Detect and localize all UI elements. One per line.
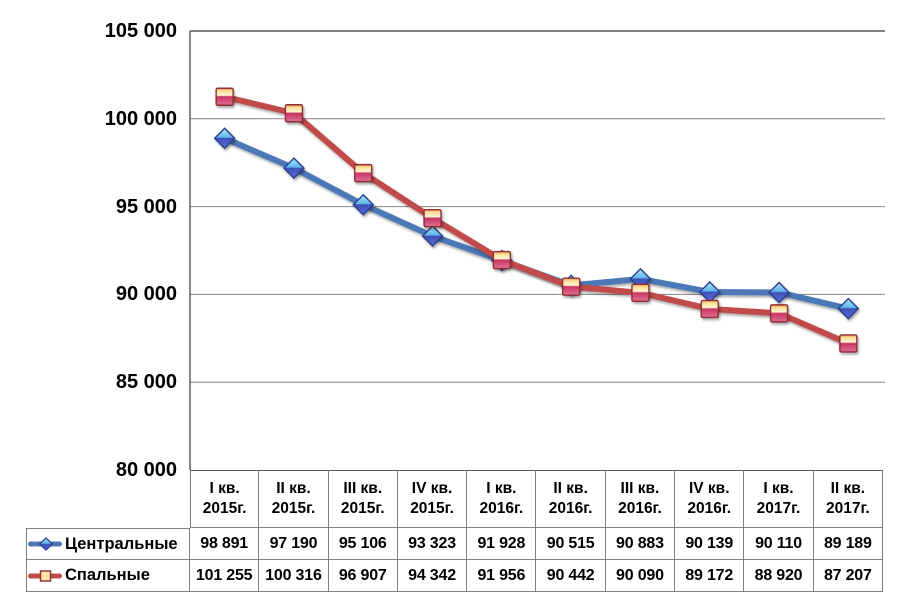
column-header: II кв. 2016г. [536, 470, 606, 528]
value-cell: 94 342 [397, 560, 468, 592]
value-cell: 91 956 [467, 560, 537, 592]
quarter-label: III кв. [620, 480, 660, 497]
column-header: I кв. 2015г. [190, 470, 260, 528]
y-axis: 105 000 100 000 95 000 90 000 85 000 80 … [0, 0, 177, 611]
square-marker [769, 304, 789, 323]
diamond-marker [768, 281, 791, 304]
y-tick-label: 105 000 [104, 20, 177, 42]
value-cell: 93 323 [397, 528, 468, 560]
quarter-label: IV кв. [688, 480, 730, 497]
year-label: 2016г. [618, 500, 662, 517]
quarter-label: II кв. [553, 480, 588, 497]
column-header: IV кв. 2015г. [397, 470, 468, 528]
quarter-label: I кв. [209, 480, 240, 497]
year-label: 2016г. [548, 500, 593, 517]
square-marker [700, 299, 719, 319]
year-label: 2016г. [687, 500, 732, 517]
square-marker [839, 334, 858, 353]
value-cell: 98 891 [190, 528, 260, 560]
value-cell: 95 106 [328, 528, 398, 560]
square-marker [423, 208, 442, 228]
column-header: I кв. 2017г. [744, 470, 814, 528]
year-label: 2015г. [202, 500, 247, 517]
column-header: II кв. 2017г. [813, 470, 883, 528]
diamond-marker [421, 225, 444, 248]
value-cell: 90 139 [675, 528, 745, 560]
column-header: I кв. 2016г. [467, 470, 537, 528]
series-name: Спальные [65, 566, 150, 584]
square-marker [354, 163, 373, 183]
value-cell: 90 883 [605, 528, 676, 560]
value-cell: 89 189 [813, 528, 883, 560]
column-header: III кв. 2016г. [605, 470, 676, 528]
value-cell: 90 515 [536, 528, 606, 560]
legend-cell: Спальные [26, 560, 190, 592]
y-tick-label: 100 000 [104, 108, 177, 130]
value-cell: 101 255 [190, 560, 260, 592]
diamond-marker [837, 297, 860, 320]
square-marker [561, 277, 581, 296]
quarter-label: I кв. [763, 480, 794, 497]
legend-square-icon [28, 569, 62, 582]
quarter-label: II кв. [276, 480, 311, 497]
value-cell: 87 207 [813, 560, 883, 592]
value-cell: 91 928 [467, 528, 537, 560]
year-label: 2015г. [271, 500, 316, 517]
quarter-label: IV кв. [411, 480, 453, 497]
diamond-marker [213, 127, 236, 150]
y-tick-label: 95 000 [115, 196, 177, 218]
value-cell: 96 907 [328, 560, 398, 592]
legend-diamond-icon [28, 537, 62, 551]
value-cell: 90 442 [536, 560, 606, 592]
quarter-label: I кв. [486, 480, 517, 497]
square-marker [492, 250, 512, 270]
square-marker [631, 283, 650, 303]
value-cell: 100 316 [259, 560, 329, 592]
value-cell: 97 190 [259, 528, 329, 560]
quarter-label: III кв. [343, 480, 383, 497]
table-corner-blank [26, 470, 190, 528]
year-label: 2015г. [410, 500, 454, 517]
square-marker [284, 104, 304, 123]
y-tick-label: 90 000 [115, 283, 177, 305]
column-header: IV кв. 2016г. [675, 470, 745, 528]
year-label: 2015г. [340, 500, 385, 517]
quarter-label: II кв. [830, 480, 866, 497]
value-cell: 90 090 [605, 560, 676, 592]
column-header: III кв. 2015г. [328, 470, 398, 528]
data-table-with-legend: I кв. 2015г. II кв. 2015г. III кв. 2015г. IV к… [26, 470, 883, 592]
value-cell: 90 110 [744, 528, 814, 560]
y-tick-label: 80 000 [115, 459, 177, 481]
legend-cell: Центральные [26, 528, 190, 560]
value-cell: 89 172 [675, 560, 745, 592]
year-label: 2017г. [825, 500, 870, 517]
diamond-marker [282, 157, 305, 180]
series-line-0 [221, 135, 852, 312]
year-label: 2017г. [756, 500, 801, 517]
series-name: Центральные [65, 534, 178, 553]
value-cell: 88 920 [744, 560, 814, 592]
y-tick-label: 85 000 [115, 371, 177, 393]
series-line-1 [221, 93, 852, 347]
column-header: II кв. 2015г. [259, 470, 329, 528]
diamond-marker [698, 280, 721, 303]
diamond-marker [352, 193, 375, 216]
year-label: 2016г. [479, 500, 524, 517]
square-marker [215, 87, 234, 106]
